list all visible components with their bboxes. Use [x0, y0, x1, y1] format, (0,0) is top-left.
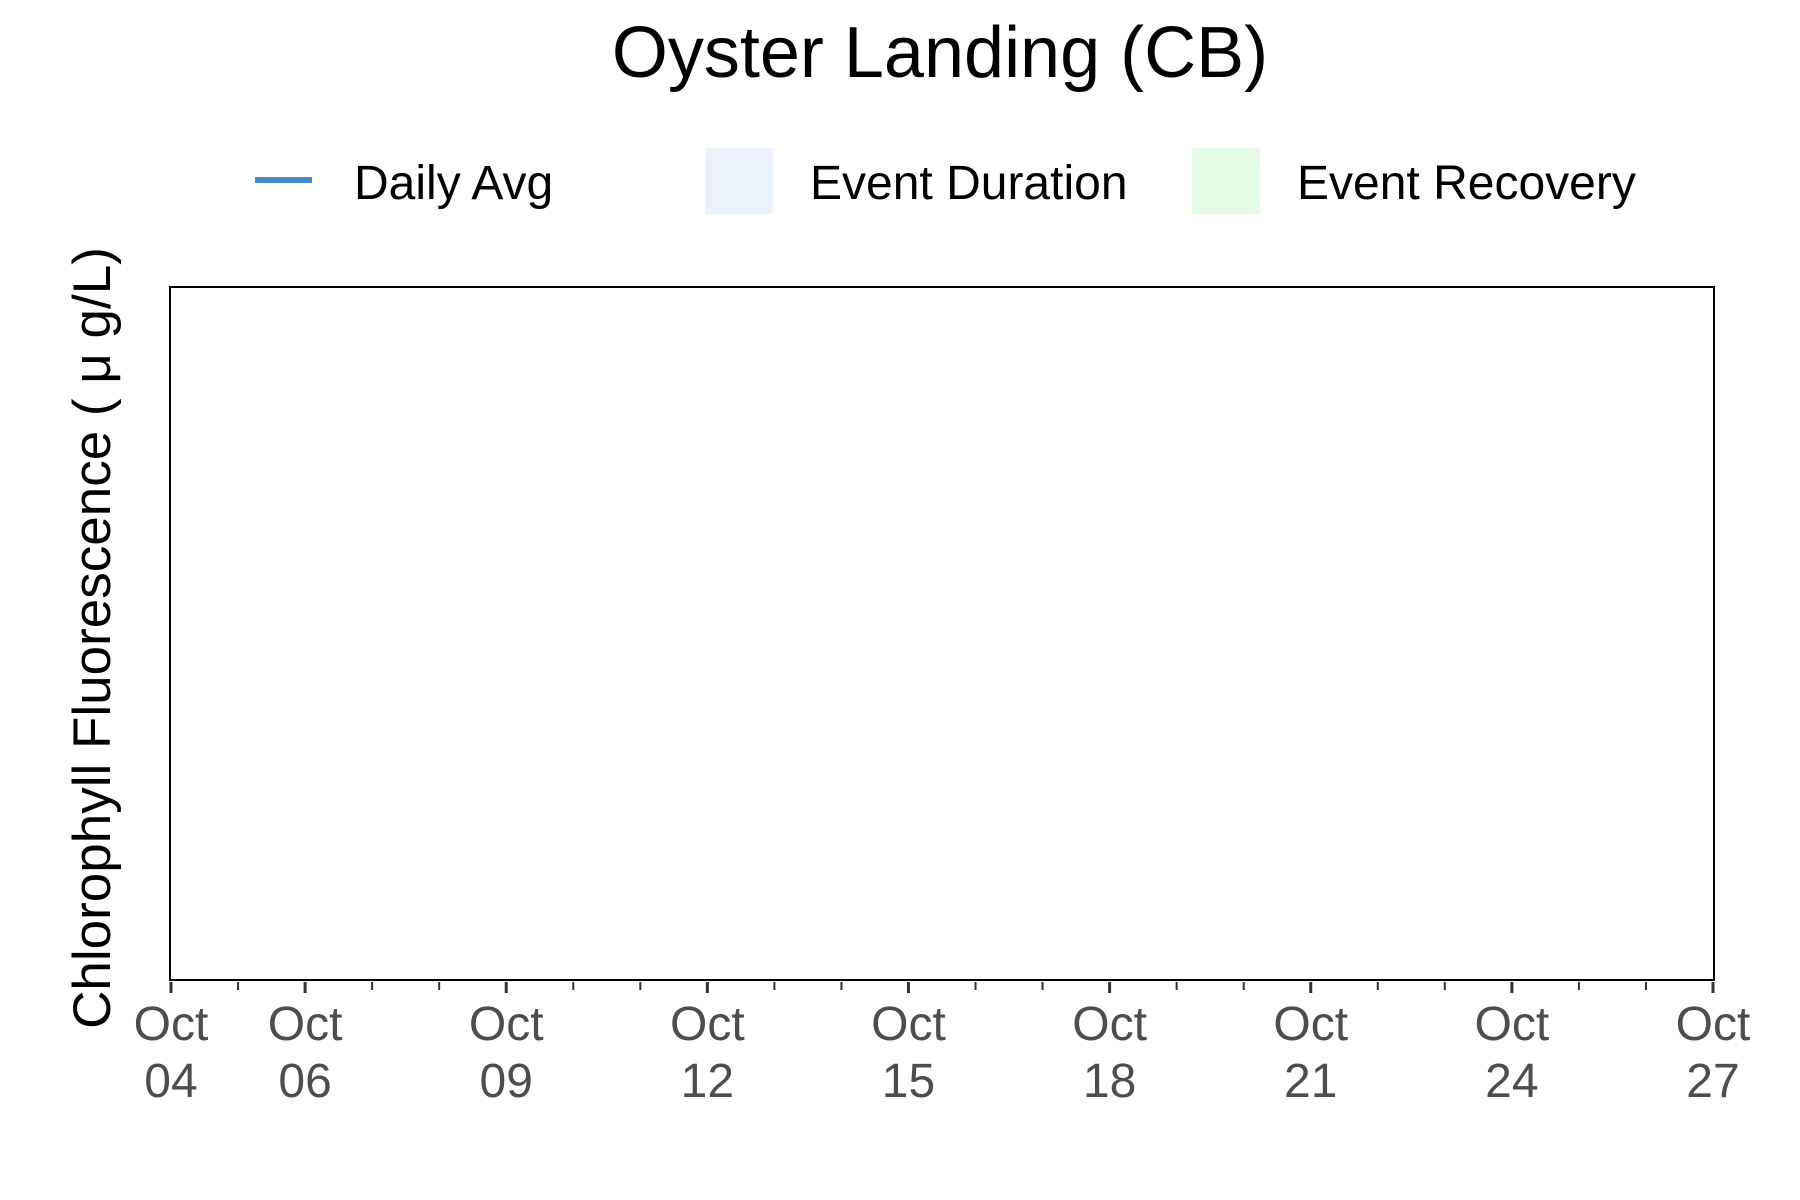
legend-label-event-duration: Event Duration	[810, 157, 1128, 210]
x-tick-label: Oct 09	[469, 998, 544, 1108]
x-tick-label: Oct 27	[1676, 998, 1751, 1108]
legend-key-event-recovery	[1192, 148, 1260, 214]
legend: Daily Avg Event Duration Event Recovery	[255, 148, 1636, 214]
y-axis-label: Chlorophyll Fluorescence ( μ g/L)	[63, 247, 122, 1029]
x-axis: Oct 04 Oct 06 Oct 09 Oct 12 Oct 15 Oct 18 Oct 21 Oct 24…	[134, 982, 1751, 1108]
x-tick-label: Oct 04	[134, 998, 209, 1108]
legend-label-daily-avg: Daily Avg	[354, 157, 553, 210]
x-tick-label: Oct 24	[1475, 998, 1550, 1108]
x-tick-label: Oct 06	[268, 998, 343, 1108]
legend-label-event-recovery: Event Recovery	[1297, 157, 1636, 210]
legend-item-daily-avg: Daily Avg	[255, 157, 553, 210]
x-tick-label: Oct 15	[871, 998, 946, 1108]
x-tick-label: Oct 12	[670, 998, 745, 1108]
plot-panel	[169, 286, 1715, 981]
x-tick-label: Oct 18	[1072, 998, 1147, 1108]
legend-item-event-recovery: Event Recovery	[1192, 148, 1636, 214]
chart-title: Oyster Landing (CB)	[612, 13, 1268, 93]
legend-item-event-duration: Event Duration	[705, 148, 1128, 214]
legend-key-event-duration	[705, 148, 773, 214]
x-tick-label: Oct 21	[1273, 998, 1348, 1108]
